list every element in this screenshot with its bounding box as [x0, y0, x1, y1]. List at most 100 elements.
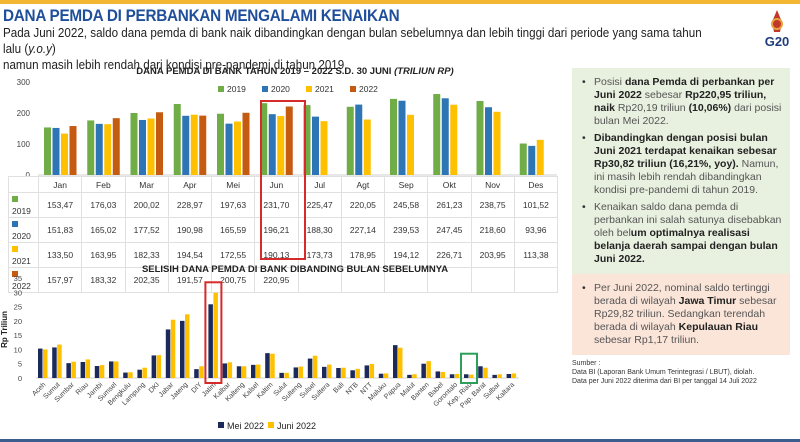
bar-Mei-2022-NTT — [364, 365, 370, 378]
source-label: Sumber : — [572, 360, 601, 367]
bar-Juni-2022-Sulteng — [298, 366, 304, 378]
bar-Juni-2022-Sulut — [284, 372, 289, 378]
max-highlight-box — [204, 281, 223, 385]
legend-swatch — [12, 196, 18, 202]
bar-2020-Mar — [139, 119, 146, 175]
legend-swatch — [218, 422, 224, 428]
bottom-accent-bar — [0, 439, 800, 442]
bullet-text: dana Pemda di perbankan per Juni 2022 — [594, 76, 775, 101]
x-tick-label: Agt — [340, 176, 386, 193]
bar-Juni-2022-Bali — [341, 367, 346, 378]
legend-swatch — [218, 86, 224, 92]
row-header: 2019 — [8, 192, 39, 218]
data-label: 153,47 — [37, 192, 83, 218]
bar-2022-Jun — [285, 106, 293, 175]
bar-Juni-2022-Sumut — [57, 344, 62, 378]
bar-2019-Apr — [173, 104, 181, 175]
bar-Juni-2022-Jambi — [99, 365, 105, 378]
y-axis-label: Rp Triliun — [0, 311, 9, 348]
data-label — [427, 267, 472, 293]
bar-Juni-2022-Kep. Riau — [469, 374, 474, 378]
x-tick-label: Jan — [37, 176, 83, 193]
bullet-3: Kenaikan saldo dana pemda di perbankan i… — [580, 201, 782, 266]
bar-2022-Jan — [69, 126, 77, 175]
bar-2020-Sep — [398, 100, 406, 175]
min-highlight-box — [460, 352, 478, 385]
x-tick-label: Des — [513, 176, 559, 193]
bar-Mei-2022-Bali — [336, 368, 341, 378]
subtitle-text: Pada Juni 2022, saldo dana pemda di bank… — [3, 26, 702, 56]
x-tick-label: Nov — [470, 176, 515, 193]
chart1-title-unit: (TRILIUN RP) — [394, 66, 454, 77]
bar-2020-Feb — [95, 123, 103, 175]
summary-panel: Posisi dana Pemda di perbankan per Juni … — [572, 68, 790, 386]
bar-2020-Nov — [485, 107, 492, 175]
summary-green-box: Posisi dana Pemda di perbankan per Juni … — [572, 68, 790, 274]
legend-swatch — [350, 86, 356, 92]
bar-2020-Apr — [182, 115, 190, 175]
data-label: 202,35 — [124, 267, 169, 293]
y-tick-label: 300 — [17, 78, 31, 87]
bar-2019-Sep — [390, 98, 397, 175]
bar-Juni-2022-Kalsel — [256, 364, 261, 378]
bar-Mei-2022-Lampung — [137, 369, 142, 378]
bar-2020-Jun — [268, 114, 276, 175]
bar-Mei-2022-Sulteng — [293, 367, 299, 378]
data-label: 113,38 — [513, 242, 559, 268]
legend-label: 2021 — [315, 84, 334, 94]
bar-2021-Feb — [104, 124, 112, 175]
data-label: 220,05 — [340, 192, 386, 218]
bullet-text: sebesar — [641, 89, 686, 101]
bar-Mei-2022-Kalbar — [222, 363, 228, 378]
bar-Mei-2022-Kaltara — [506, 374, 512, 378]
bar-Mei-2022-Babel — [435, 371, 441, 378]
subtitle-yoy: y.o.y — [28, 42, 52, 56]
bullet-text: Kepulauan Riau — [678, 321, 758, 333]
bar-2021-Okt — [450, 104, 458, 175]
legend-swatch — [12, 246, 18, 252]
data-label: 197,63 — [210, 192, 256, 218]
x-tick-label: Kaltim — [256, 381, 275, 400]
bar-2021-Jan — [61, 133, 68, 175]
bar-Juni-2022-Malut — [412, 374, 417, 378]
bullet-text: Jawa Timur — [678, 295, 737, 307]
bar-Mei-2022-Aceh — [38, 348, 43, 378]
summary-peach-box: Per Juni 2022, nominal saldo tertinggi b… — [572, 274, 790, 355]
legend-label: Juni 2022 — [277, 421, 316, 431]
bullet-4: Per Juni 2022, nominal saldo tertinggi b… — [580, 282, 782, 347]
bar-Juni-2022-Kaltara — [511, 373, 517, 378]
legend-label: 2020 — [271, 84, 290, 94]
x-tick-label: NTB — [345, 381, 360, 396]
top-accent-bar — [0, 0, 800, 4]
bar-2022-Feb — [112, 118, 120, 175]
bar-2022-Apr — [199, 115, 207, 175]
bar-2022-Mei — [242, 112, 250, 175]
bullet-text: Dibandingkan dengan posisi bulan Juni 20… — [594, 132, 777, 170]
bullet-text: (10,06%) — [688, 102, 732, 114]
source-note: Sumber : Data BI (Laporan Bank Umum Terin… — [572, 359, 790, 386]
y-tick-label: 15 — [14, 331, 22, 340]
data-label — [470, 267, 515, 293]
legend-label: 2019 — [227, 84, 246, 94]
data-label: 165,59 — [210, 217, 256, 243]
legend-label: Mei 2022 — [227, 421, 264, 431]
chart1-title: DANA PEMDA DI BANK TAHUN 2019 – 2022 S.D… — [60, 66, 530, 77]
y-tick-label: 0 — [18, 374, 22, 383]
data-label: 245,58 — [383, 192, 429, 218]
bar-Juni-2022-NTB — [355, 368, 360, 378]
data-label: 247,45 — [427, 217, 472, 243]
bar-Juni-2022-Jabar — [170, 319, 176, 378]
data-label: 93,96 — [513, 217, 559, 243]
chart1-data-table: Jan Feb Mar Apr Mei Jun Jul Agt Sep Okt Nov Des 2019… — [8, 176, 559, 293]
data-label: 194,12 — [383, 242, 429, 268]
data-label: 220,95 — [254, 267, 299, 293]
bar-2020-Jul — [312, 116, 319, 175]
subtitle-text: namun masih lebih rendah dari kondisi pr… — [3, 58, 348, 72]
data-label: 151,83 — [37, 217, 83, 243]
bullet-text: Kenaikan saldo dana pemda di perbankan i… — [594, 201, 782, 239]
bar-2021-Mei — [234, 121, 241, 175]
bar-Juni-2022-Bengkulu — [128, 372, 133, 378]
bullet-text: Rp20,19 triliun — [615, 102, 689, 114]
bullet-text: sebesar Rp29,82 triliun. Sedangkan teren… — [594, 295, 777, 333]
bar-2019-Jul — [303, 105, 311, 175]
